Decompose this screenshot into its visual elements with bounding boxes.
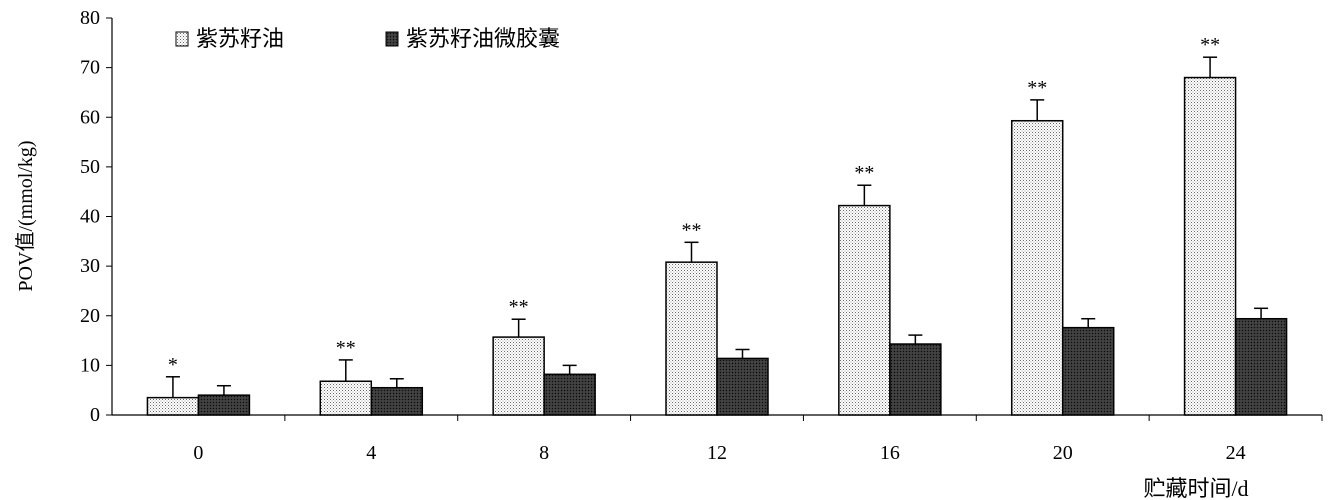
x-axis-title: 贮藏时间/d	[1143, 476, 1248, 500]
y-tick-label: 30	[80, 255, 100, 277]
y-tick-label: 40	[80, 206, 100, 228]
y-tick-label: 50	[80, 156, 100, 178]
x-tick-label: 12	[707, 442, 727, 464]
bar	[492, 336, 545, 416]
significance-label: **	[336, 337, 356, 359]
y-tick-label: 80	[80, 7, 100, 29]
bar	[319, 380, 373, 416]
bar	[197, 394, 251, 416]
bar	[1183, 76, 1237, 416]
significance-label: **	[1027, 77, 1047, 99]
y-tick-label: 70	[80, 57, 100, 79]
y-tick-label: 60	[80, 106, 100, 128]
significance-label: **	[509, 296, 529, 318]
y-tick-label: 20	[80, 305, 100, 327]
significance-label: **	[1200, 34, 1220, 56]
bar	[370, 386, 424, 416]
plot-area: 0 10 20 30 40 50 60 70 80 0 * 4 ** 8 ** 12 ** 16 ** 20 ** 24 *…	[80, 7, 1323, 464]
significance-label: *	[168, 354, 178, 376]
y-axis-title: POV值/(mmol/kg)	[14, 140, 37, 291]
bar	[1234, 317, 1288, 416]
x-tick-label: 4	[366, 442, 376, 464]
bar	[838, 204, 891, 416]
bar	[146, 396, 200, 416]
bar	[716, 357, 769, 416]
bar	[1061, 326, 1115, 416]
legend-label-microcapsule: 紫苏籽油微胶囊	[406, 26, 560, 51]
x-tick-label: 20	[1053, 442, 1073, 464]
legend: 紫苏籽油 紫苏籽油微胶囊	[175, 26, 560, 51]
x-tick-label: 24	[1226, 442, 1246, 464]
y-tick-label: 10	[80, 354, 100, 376]
x-tick-label: 0	[193, 442, 203, 464]
bar	[543, 373, 596, 416]
significance-label: **	[682, 219, 702, 241]
legend-swatch-microcapsule	[385, 31, 399, 47]
legend-label-perilla-oil: 紫苏籽油	[196, 26, 284, 51]
y-tick-label: 0	[90, 404, 100, 426]
significance-label: **	[854, 162, 874, 184]
bar	[665, 261, 718, 416]
legend-swatch-perilla-oil	[175, 31, 189, 47]
bar	[1010, 119, 1064, 416]
x-tick-label: 8	[539, 442, 549, 464]
bar	[889, 343, 942, 416]
x-tick-label: 16	[880, 442, 900, 464]
